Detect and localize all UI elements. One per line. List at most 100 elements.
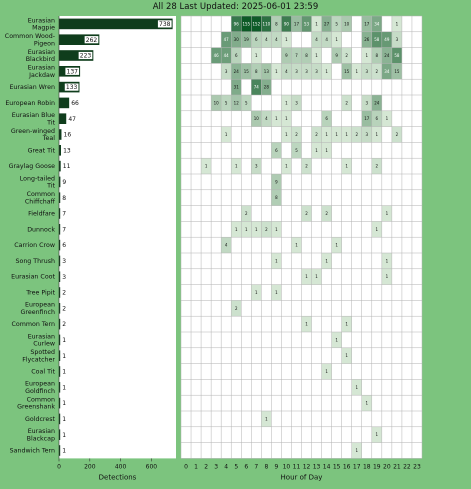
species-label: Greenshank <box>17 404 55 411</box>
heatmap-cell-value: 74 <box>254 85 260 90</box>
species-label: Blackcap <box>27 435 55 442</box>
heatmap-cell-value: 2 <box>315 132 318 137</box>
heatmap-cell-value: 15 <box>244 69 250 74</box>
heatmap-cell-value: 90 <box>284 21 290 26</box>
heatmap-cell-value: 1 <box>376 227 379 232</box>
heatmap-cell <box>261 221 272 238</box>
heatmap-cell <box>381 110 392 127</box>
heatmap-cell <box>291 237 302 253</box>
heatmap-cell-value: 5 <box>225 100 228 105</box>
heatmap-cell <box>281 95 292 111</box>
hour-tick-label: 18 <box>363 463 371 470</box>
bar-value-label: 8 <box>62 195 66 202</box>
heatmap-cell-value: 24 <box>234 69 240 74</box>
heatmap-cell-value: 8 <box>305 53 308 58</box>
heatmap-cell <box>271 284 282 301</box>
bar-value-label: 16 <box>64 132 72 139</box>
heatmap-cell-value: 17 <box>364 116 370 121</box>
heatmap-cell <box>341 47 352 64</box>
heatmap-cell <box>301 63 312 80</box>
heatmap-cell <box>291 126 302 143</box>
heatmap-cell-value: 2 <box>376 69 379 74</box>
species-label: Carrion Crow <box>14 242 55 249</box>
heatmap-cell <box>281 158 292 174</box>
heatmap-cell <box>361 63 372 80</box>
heatmap-cell <box>311 268 322 285</box>
species-label: Magpie <box>32 25 55 32</box>
heatmap-cell <box>291 16 302 32</box>
bar-value-label: 1 <box>62 384 66 391</box>
bar <box>59 382 61 393</box>
heatmap-cell-value: 3 <box>396 37 399 42</box>
heatmap-cell <box>341 95 352 111</box>
heatmap-cell <box>341 63 352 80</box>
hour-tick-label: 22 <box>403 463 411 470</box>
species-label: Coal Tit <box>31 369 55 376</box>
heatmap-cell <box>251 47 262 64</box>
heatmap-cell-value: 1 <box>235 164 238 169</box>
heatmap-cell-value: 2 <box>355 132 358 137</box>
heatmap-cell <box>221 237 232 253</box>
heatmap-cell-value: 2 <box>265 227 268 232</box>
heatmap-cell <box>281 63 292 80</box>
heatmap-cell-value: 8 <box>275 21 278 26</box>
bar-value-bg <box>62 146 72 154</box>
species-label: Spotted <box>30 349 55 356</box>
heatmap-cell <box>371 158 382 174</box>
heatmap-cell <box>371 221 382 238</box>
bar <box>59 18 173 30</box>
hour-tick-label: 2 <box>204 463 208 470</box>
heatmap-cell-value: 58 <box>394 53 400 58</box>
heatmap-cell <box>271 31 282 48</box>
heatmap-cell <box>371 110 382 127</box>
heatmap-cell <box>361 16 372 32</box>
species-label: Common Wood- <box>5 33 55 40</box>
heatmap-cell <box>341 126 352 143</box>
bar-value-bg <box>157 20 172 28</box>
heatmap-cell <box>291 142 302 159</box>
heatmap-cell-value: 3 <box>365 132 368 137</box>
heatmap-cell <box>271 189 282 206</box>
species-label: Common <box>27 191 55 198</box>
heatmap-cell-value: 1 <box>255 227 258 232</box>
heatmap-cell-value: 1 <box>335 337 338 342</box>
heatmap-cell-value: 6 <box>255 37 258 42</box>
bar <box>59 350 61 361</box>
heatmap-cell <box>221 47 232 64</box>
bar <box>59 445 61 456</box>
hour-tick-label: 8 <box>264 463 268 470</box>
heatmap-cell <box>321 110 332 127</box>
species-label: Flycatcher <box>22 356 55 363</box>
heatmap-cell-value: 1 <box>305 274 308 279</box>
bar-value-bg <box>61 431 68 439</box>
species-label: Green-winged <box>11 128 55 135</box>
species-label: Fieldfare <box>28 211 55 218</box>
heatmap-cell <box>231 300 242 317</box>
bar-value-bg <box>65 67 80 75</box>
heatmap-cell <box>301 47 312 64</box>
heatmap-cell-value: 10 <box>214 100 220 105</box>
bar-value-label: 3 <box>62 258 66 265</box>
heatmap-cell <box>251 158 262 174</box>
heatmap-cell-value: 2 <box>345 100 348 105</box>
heatmap-cell-value: 4 <box>265 116 268 121</box>
heatmap-cell <box>261 63 272 80</box>
bar-value-label: 11 <box>63 163 71 170</box>
heatmap-cell-value: 1 <box>345 353 348 358</box>
heatmap-cell <box>281 31 292 48</box>
bar-value-label: 1 <box>62 400 66 407</box>
bar-value-label: 1 <box>62 353 66 360</box>
species-label: Dunnock <box>27 226 55 233</box>
hour-tick-label: 16 <box>343 463 351 470</box>
heatmap-cell <box>321 31 332 48</box>
x-tick-label: 0 <box>57 463 61 470</box>
bar-value-bg <box>64 83 79 91</box>
bar <box>59 429 61 440</box>
species-label: Common <box>27 397 55 404</box>
bar <box>59 160 61 172</box>
heatmap-cell-value: 34 <box>384 69 390 74</box>
heatmap-cell-value: 4 <box>225 243 228 248</box>
heatmap-cell <box>221 31 232 48</box>
bar-value-label: 9 <box>62 179 66 186</box>
